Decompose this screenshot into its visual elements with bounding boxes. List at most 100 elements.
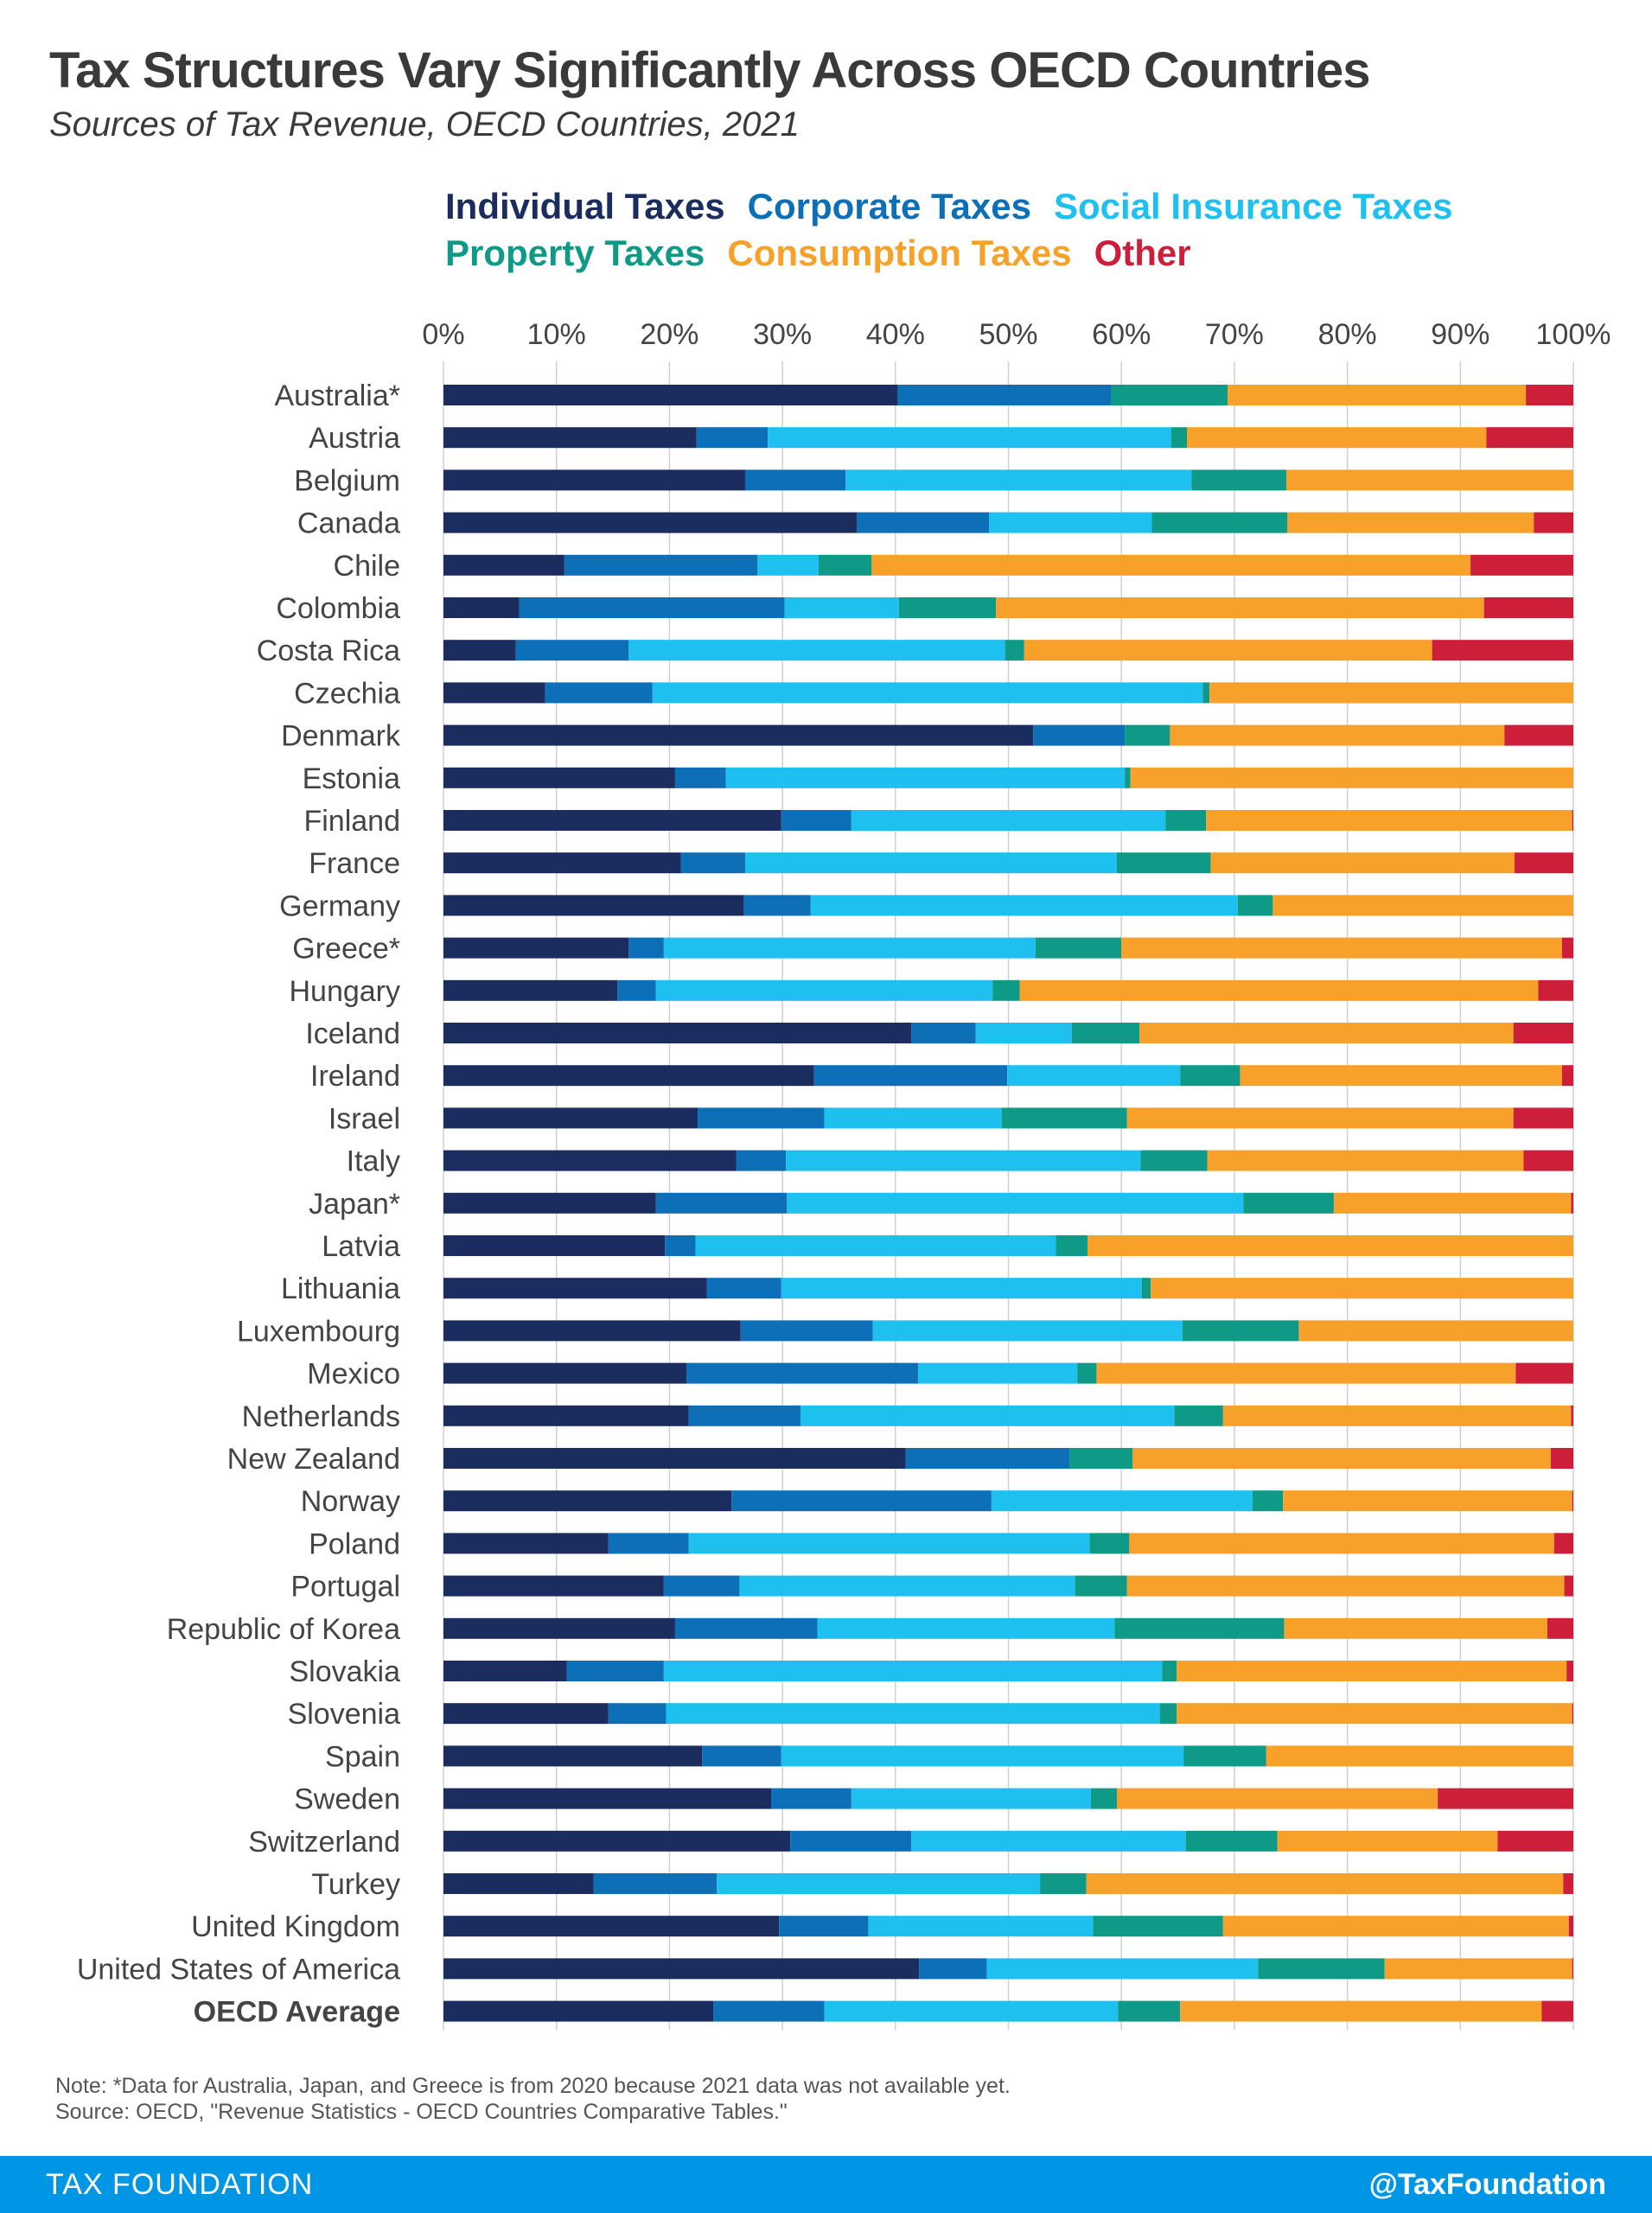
bar-segment-other — [1561, 1065, 1573, 1087]
bar-segment-corporate — [744, 469, 846, 491]
bar-segment-corporate — [698, 1107, 825, 1129]
bar-segment-individual — [443, 1958, 920, 1980]
legend-item-other: Other — [1094, 233, 1191, 273]
bar-row — [443, 1065, 1573, 1087]
footer-handle[interactable]: @TaxFoundation — [1368, 2167, 1606, 2201]
x-tick-label: 20% — [640, 318, 698, 351]
bar-segment-social — [845, 469, 1192, 491]
bar-segment-other — [1566, 1661, 1573, 1681]
bar-segment-corporate — [743, 895, 811, 916]
bar-segment-individual — [443, 597, 520, 618]
bar-segment-property — [1056, 1235, 1088, 1256]
bar-segment-individual — [443, 1575, 664, 1597]
bar-segment-other — [1432, 640, 1573, 661]
bar-segment-corporate — [608, 1533, 689, 1554]
bar-row — [443, 852, 1573, 874]
bar-segment-other — [1572, 810, 1573, 831]
bar-segment-consumption — [1266, 1745, 1573, 1767]
bar-segment-individual — [443, 1320, 741, 1342]
bar-segment-individual — [443, 1703, 609, 1725]
bar-segment-individual — [443, 724, 1034, 746]
bar-segment-consumption — [1187, 427, 1487, 449]
bar-row — [443, 1617, 1573, 1639]
bar-segment-individual — [443, 1235, 666, 1256]
bar-segment-other — [1504, 724, 1573, 746]
bar-segment-individual — [443, 1150, 737, 1171]
category-label: Netherlands — [242, 1400, 400, 1433]
bar-segment-consumption — [1272, 895, 1573, 916]
bar-segment-consumption — [1126, 1575, 1565, 1597]
bar-segment-individual — [443, 1745, 703, 1767]
category-label: Sweden — [294, 1783, 400, 1816]
bar-segment-corporate — [696, 427, 769, 449]
bar-segment-property — [1093, 1916, 1223, 1937]
bar-segment-consumption — [1024, 640, 1432, 661]
category-label: Latvia — [322, 1230, 400, 1263]
bar-row — [443, 2000, 1573, 2022]
bar-row — [443, 1405, 1573, 1426]
bar-row — [443, 1745, 1573, 1767]
bar-segment-property — [1089, 1533, 1130, 1554]
bar-segment-consumption — [1210, 852, 1515, 874]
footer-brand[interactable]: TAX FOUNDATION — [46, 2167, 314, 2201]
category-label: Colombia — [276, 592, 400, 625]
x-tick-label: 100% — [1536, 318, 1611, 351]
bar-segment-consumption — [1121, 937, 1562, 959]
bar-segment-corporate — [674, 767, 726, 788]
bar-segment-consumption — [1222, 1405, 1572, 1426]
bar-segment-social — [655, 979, 993, 1001]
legend-item-property: Property Taxes — [445, 233, 705, 273]
bar-segment-corporate — [779, 1916, 869, 1937]
bar-segment-corporate — [655, 1192, 788, 1214]
bar-row — [443, 597, 1573, 618]
bar-row — [443, 1320, 1573, 1342]
bar-segment-consumption — [1222, 1916, 1569, 1937]
bar-segment-consumption — [1287, 512, 1534, 533]
category-label: Estonia — [303, 762, 400, 795]
y-axis-labels: Australia* Austria Belgium Canada Chile Colom… — [77, 379, 401, 2029]
bar-segment-consumption — [1126, 1107, 1514, 1129]
bar-segment-other — [1526, 385, 1573, 405]
category-label: Czechia — [294, 677, 400, 710]
x-tick-label: 30% — [753, 318, 812, 351]
bar-segment-other — [1470, 554, 1573, 576]
bar-segment-social — [768, 427, 1171, 449]
category-label: Slovakia — [289, 1655, 400, 1688]
bar-segment-social — [975, 1023, 1072, 1043]
bar-segment-individual — [443, 1192, 656, 1214]
bar-row — [443, 469, 1573, 491]
bar-segment-property — [1116, 852, 1211, 874]
category-label: Israel — [328, 1102, 400, 1135]
x-tick-label: 0% — [422, 318, 464, 351]
category-label: United States of America — [77, 1953, 400, 1986]
bar-segment-individual — [443, 1533, 609, 1554]
bar-row — [443, 1362, 1573, 1384]
bar-segment-individual — [443, 1278, 707, 1299]
bar-segment-social — [991, 1490, 1253, 1512]
bar-segment-property — [1077, 1362, 1097, 1384]
bar-segment-other — [1571, 1192, 1573, 1214]
bar-segment-social — [868, 1916, 1094, 1937]
bar-segment-property — [1125, 724, 1170, 746]
bar-segment-consumption — [1019, 979, 1539, 1001]
bar-segment-property — [1071, 1023, 1140, 1043]
bar-segment-social — [744, 852, 1117, 874]
bar-segment-individual — [443, 385, 898, 405]
bar-segment-property — [1237, 895, 1273, 916]
bar-row — [443, 724, 1573, 746]
bar-segment-social — [810, 895, 1238, 916]
bar-segment-corporate — [566, 1661, 664, 1681]
bar-segment-consumption — [1132, 1448, 1551, 1469]
legend-row-2: Property Taxes Consumption Taxes Other — [445, 230, 1483, 277]
bar-segment-property — [1258, 1958, 1385, 1980]
bar-segment-individual — [443, 1661, 567, 1681]
bar-segment-individual — [443, 1490, 732, 1512]
note-text: Note: *Data for Australia, Japan, and Gr… — [55, 2074, 1011, 2098]
legend-row-1: Individual Taxes Corporate Taxes Social … — [445, 183, 1483, 230]
bar-segment-individual — [443, 682, 545, 704]
bar-segment-consumption — [1283, 1490, 1572, 1512]
x-tick-label: 80% — [1318, 318, 1377, 351]
bar-segment-individual — [443, 895, 744, 916]
bar-segment-property — [1182, 1320, 1299, 1342]
bar-row — [443, 1278, 1573, 1299]
